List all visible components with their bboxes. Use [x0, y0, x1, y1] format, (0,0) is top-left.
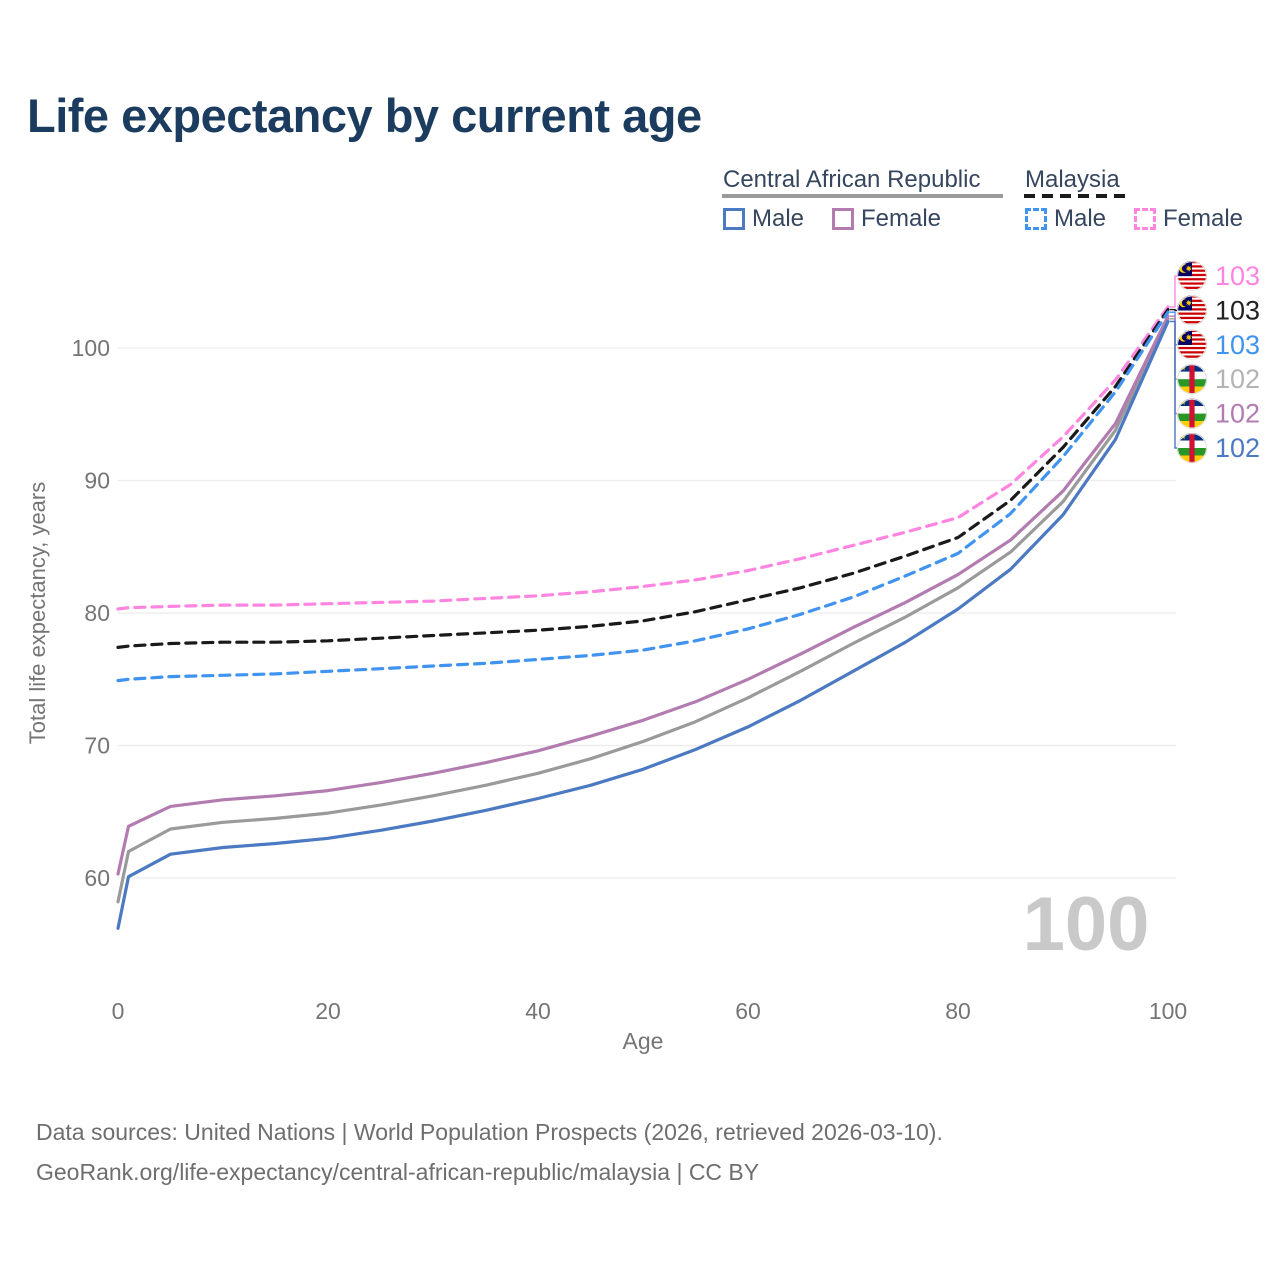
- age-watermark: 100: [1023, 882, 1150, 967]
- page-title: Life expectancy by current age: [27, 89, 702, 142]
- x-tick-label: 0: [112, 998, 125, 1024]
- legend-group-malaysia: Malaysia: [1025, 166, 1120, 193]
- x-axis-title: Age: [623, 1028, 664, 1054]
- series-line-malaysia-female[interactable]: [116, 305, 1170, 611]
- legend-item-label: Male: [1054, 205, 1107, 232]
- series-line-central-african-republic-both-sexes[interactable]: [116, 317, 1170, 904]
- legend-item-car-female[interactable]: Female: [832, 205, 941, 233]
- x-tick-label: 20: [315, 998, 341, 1024]
- series-line-central-african-republic-male[interactable]: [116, 319, 1170, 930]
- legend-swatch-malaysia-female-icon: [1134, 208, 1156, 230]
- data-sources-link: GeoRank.org/life-expectancy/central-afri…: [36, 1159, 760, 1185]
- legend-item-label: Female: [861, 205, 942, 232]
- legend-swatch-car-male-icon: [723, 208, 745, 230]
- data-sources-line: Data sources: United Nations | World Pop…: [36, 1119, 943, 1145]
- end-value-label-central-african-republic-both-sexes: 102: [1215, 364, 1260, 394]
- end-value-label-central-african-republic-female: 102: [1215, 399, 1260, 429]
- end-value-label-malaysia-male: 103: [1215, 330, 1260, 360]
- legend-underline-solid: [722, 194, 1003, 198]
- legend-item-label: Male: [752, 205, 805, 232]
- series-line-malaysia-both-sexes[interactable]: [116, 308, 1170, 650]
- series-line-malaysia-male[interactable]: [116, 310, 1170, 683]
- malaysia-flag-icon: [1177, 329, 1207, 360]
- y-tick-label: 70: [84, 733, 110, 759]
- x-tick-label: 100: [1149, 998, 1187, 1024]
- malaysia-flag-icon: [1177, 295, 1207, 326]
- y-tick-label: 100: [72, 335, 110, 361]
- data-sources: Data sources: United Nations | World Pop…: [36, 1112, 943, 1192]
- x-tick-label: 60: [735, 998, 761, 1024]
- legend-swatch-car-female-icon: [832, 208, 854, 230]
- end-value-label-central-african-republic-male: 102: [1215, 433, 1260, 463]
- end-value-label-malaysia-both-sexes: 103: [1215, 295, 1260, 325]
- malaysia-flag-icon: [1177, 261, 1207, 291]
- x-tick-label: 80: [945, 998, 971, 1024]
- central-african-republic-flag-icon: [1177, 433, 1207, 463]
- series-line-central-african-republic-female[interactable]: [116, 314, 1170, 876]
- end-value-label-malaysia-female: 103: [1215, 261, 1260, 291]
- central-african-republic-flag-icon: [1177, 398, 1207, 429]
- y-tick-label: 80: [84, 600, 110, 626]
- legend-item-car-male[interactable]: Male: [723, 205, 804, 233]
- legend-group-central-african-republic: Central African Republic: [723, 166, 981, 193]
- legend-item-malaysia-female[interactable]: Female: [1134, 205, 1243, 233]
- x-tick-label: 40: [525, 998, 551, 1024]
- legend-underline-dashed: [1024, 194, 1129, 198]
- y-tick-label: 90: [84, 468, 110, 494]
- legend-item-malaysia-male[interactable]: Male: [1025, 205, 1106, 233]
- central-african-republic-flag-icon: [1177, 364, 1207, 395]
- y-tick-label: 60: [84, 865, 110, 891]
- legend-item-label: Female: [1163, 205, 1244, 232]
- y-axis-title: Total life expectancy, years: [25, 482, 50, 745]
- legend-swatch-malaysia-male-icon: [1025, 208, 1047, 230]
